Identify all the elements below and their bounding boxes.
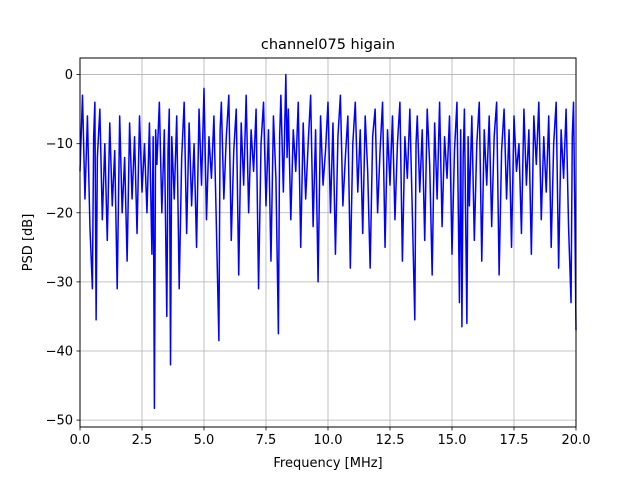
chart-title: channel075 higain <box>261 37 395 53</box>
x-tick-label: 20.0 <box>562 433 591 448</box>
x-tick-label: 17.5 <box>500 433 529 448</box>
x-tick-label: 0.0 <box>70 433 91 448</box>
y-tick-label: −30 <box>46 275 73 290</box>
y-tick-label: −10 <box>46 137 73 152</box>
y-tick-label: −40 <box>46 344 73 359</box>
y-tick-label: 0 <box>65 68 73 83</box>
x-tick-label: 5.0 <box>194 433 215 448</box>
x-axis-label: Frequency [MHz] <box>273 456 382 471</box>
series-layer <box>79 73 577 410</box>
x-axis-ticks: 0.0 2.5 5.0 7.5 10.0 12.5 15.0 17.5 20.0 <box>70 427 591 448</box>
x-tick-label: 10.0 <box>314 433 343 448</box>
psd-series-line <box>79 73 577 410</box>
y-axis-label: PSD [dB] <box>21 214 36 272</box>
y-tick-label: −20 <box>46 206 73 221</box>
x-tick-label: 7.5 <box>256 433 277 448</box>
x-tick-label: 15.0 <box>438 433 467 448</box>
y-axis-ticks: 0 −10 −20 −30 −40 −50 <box>46 68 80 429</box>
y-tick-label: −50 <box>46 414 73 429</box>
x-tick-label: 12.5 <box>376 433 405 448</box>
x-tick-label: 2.5 <box>132 433 153 448</box>
